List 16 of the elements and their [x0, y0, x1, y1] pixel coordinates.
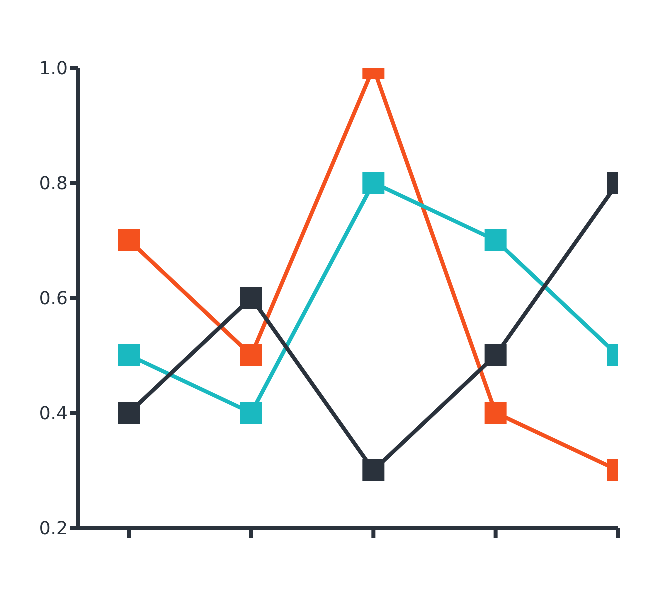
point	[240, 402, 262, 424]
point	[118, 230, 140, 252]
y-tick-label: 0.6	[39, 288, 68, 310]
point	[240, 287, 262, 309]
y-tick-label: 0.2	[39, 518, 68, 540]
point	[362, 460, 385, 482]
point	[118, 344, 140, 366]
y-tick-label: 0.4	[39, 403, 68, 424]
y-tick-label: 0.8	[39, 173, 68, 194]
point	[118, 402, 140, 424]
point	[240, 344, 262, 366]
point	[484, 402, 507, 424]
y-tick-label: 1.0	[39, 58, 68, 80]
point	[362, 172, 385, 194]
point	[484, 230, 507, 252]
point	[484, 344, 507, 366]
